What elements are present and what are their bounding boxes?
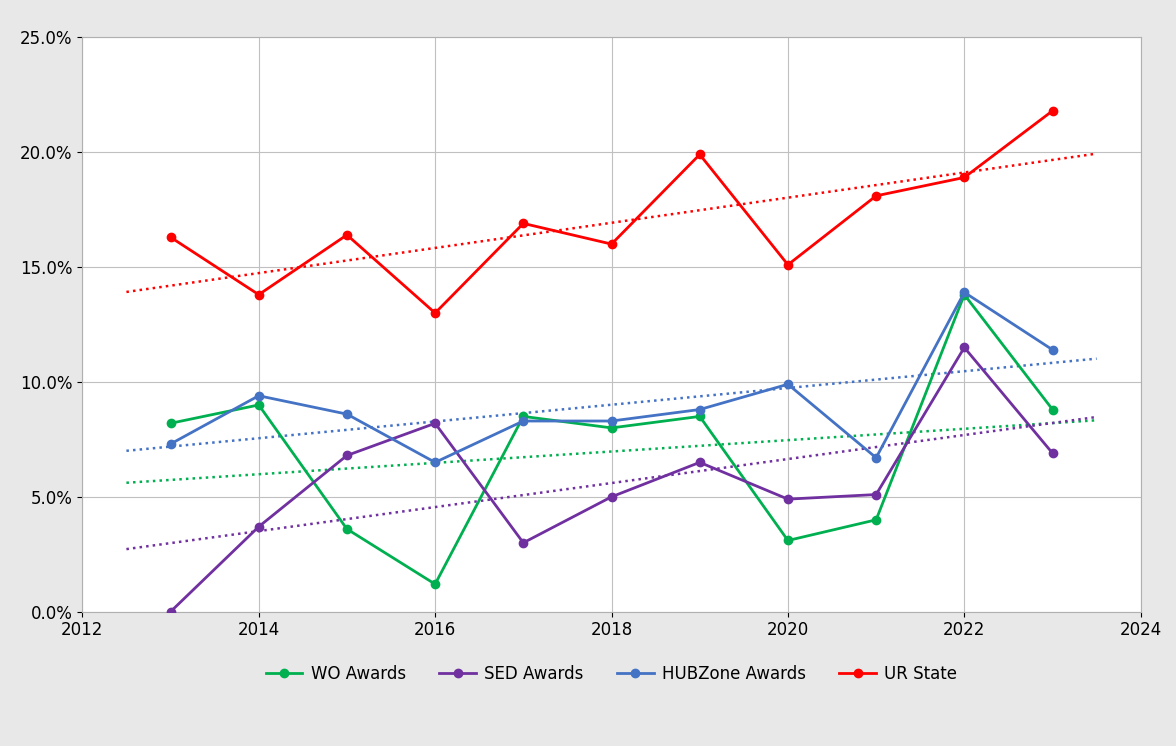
SED Awards [163, 607, 178, 616]
HUBZone Awards [781, 380, 795, 389]
SED Awards [428, 419, 442, 427]
HUBZone Awards [604, 416, 619, 425]
HUBZone Awards [869, 454, 883, 463]
UR State [163, 233, 178, 242]
SED Awards [693, 458, 707, 467]
WO Awards [869, 515, 883, 524]
WO Awards [252, 401, 266, 410]
SED Awards [340, 451, 354, 460]
SED Awards [781, 495, 795, 504]
Line: WO Awards: WO Awards [166, 290, 1057, 589]
HUBZone Awards [1045, 345, 1060, 354]
WO Awards [428, 580, 442, 589]
UR State [428, 309, 442, 318]
HUBZone Awards [957, 288, 971, 297]
UR State [781, 260, 795, 269]
WO Awards [340, 524, 354, 533]
WO Awards [957, 290, 971, 299]
HUBZone Awards [428, 458, 442, 467]
UR State [516, 219, 530, 228]
SED Awards [1045, 448, 1060, 457]
SED Awards [516, 539, 530, 548]
UR State [252, 290, 266, 299]
WO Awards [604, 424, 619, 433]
UR State [604, 239, 619, 248]
Line: SED Awards: SED Awards [166, 343, 1057, 616]
SED Awards [869, 490, 883, 499]
SED Awards [604, 492, 619, 501]
WO Awards [1045, 405, 1060, 414]
SED Awards [957, 343, 971, 352]
Line: UR State: UR State [166, 107, 1057, 317]
HUBZone Awards [516, 416, 530, 425]
UR State [1045, 107, 1060, 116]
WO Awards [516, 412, 530, 421]
UR State [693, 150, 707, 159]
WO Awards [781, 536, 795, 545]
UR State [957, 173, 971, 182]
UR State [340, 231, 354, 239]
UR State [869, 192, 883, 201]
WO Awards [163, 419, 178, 427]
HUBZone Awards [693, 405, 707, 414]
Legend: WO Awards, SED Awards, HUBZone Awards, UR State: WO Awards, SED Awards, HUBZone Awards, U… [259, 658, 964, 689]
WO Awards [693, 412, 707, 421]
HUBZone Awards [252, 391, 266, 400]
Line: HUBZone Awards: HUBZone Awards [166, 288, 1057, 466]
HUBZone Awards [163, 439, 178, 448]
HUBZone Awards [340, 410, 354, 419]
SED Awards [252, 522, 266, 531]
